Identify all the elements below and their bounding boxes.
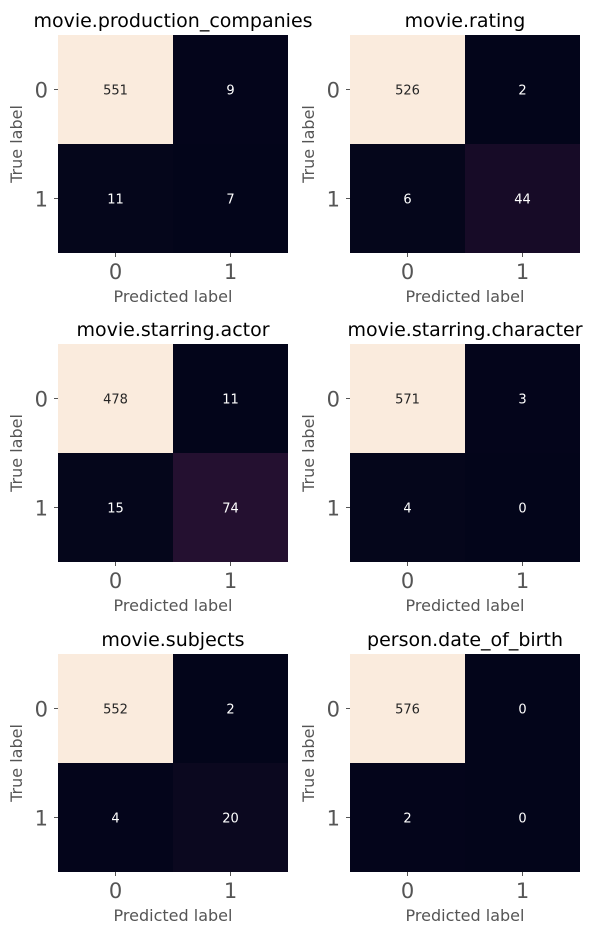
heatmap-cell — [58, 654, 173, 763]
cell-value: 9 — [226, 84, 234, 99]
heatmap-cell — [465, 144, 580, 253]
cell-value: 552 — [103, 703, 128, 718]
y-tick-label: 1 — [35, 188, 48, 212]
cell-value: 2 — [226, 703, 234, 718]
x-axis-label: Predicted label — [114, 287, 233, 306]
cell-value: 6 — [403, 193, 411, 208]
heatmap-cell — [58, 344, 173, 453]
y-tick-label: 1 — [327, 188, 340, 212]
y-tick-label: 0 — [35, 388, 48, 412]
x-tick-label: 0 — [109, 879, 122, 903]
y-axis-label: True label — [299, 724, 318, 803]
cell-value: 526 — [395, 84, 420, 99]
x-axis-label: Predicted label — [114, 906, 233, 925]
x-axis-label: Predicted label — [406, 596, 525, 615]
x-tick-label: 1 — [516, 879, 529, 903]
cell-value: 11 — [107, 193, 124, 208]
heatmap-cell — [350, 453, 465, 562]
cell-value: 0 — [518, 502, 526, 517]
confusion-matrix-panel-2: movie.rating 526 2 6 44 0 1 0 1 Predicted label Tr… — [299, 10, 580, 306]
cell-value: 20 — [222, 812, 239, 827]
heatmap-cell — [465, 35, 580, 144]
x-tick-label: 1 — [516, 569, 529, 593]
cell-value: 576 — [395, 703, 420, 718]
cell-value: 3 — [518, 393, 526, 408]
heatmap-cell — [58, 763, 173, 872]
panel-title: movie.starring.character — [347, 319, 582, 341]
x-tick-label: 1 — [224, 260, 237, 284]
heatmap-cell — [350, 144, 465, 253]
x-tick-label: 1 — [516, 260, 529, 284]
heatmap-cell — [173, 144, 288, 253]
panel-title: movie.rating — [405, 10, 526, 32]
cell-value: 74 — [222, 502, 239, 517]
cell-value: 2 — [403, 812, 411, 827]
x-tick-label: 0 — [401, 879, 414, 903]
confusion-matrix-panel-5: movie.subjects 552 2 4 20 0 1 0 1 Predicted label… — [7, 629, 288, 925]
cell-value: 44 — [514, 193, 531, 208]
heatmap-cell — [350, 35, 465, 144]
panel-title: person.date_of_birth — [367, 629, 563, 651]
y-tick-label: 0 — [35, 698, 48, 722]
y-tick-label: 1 — [327, 497, 340, 521]
y-tick-label: 1 — [35, 807, 48, 831]
heatmap-cell — [465, 763, 580, 872]
x-tick-label: 1 — [224, 879, 237, 903]
y-tick-label: 0 — [327, 698, 340, 722]
y-axis-label: True label — [7, 724, 26, 803]
x-tick-label: 0 — [109, 569, 122, 593]
heatmap-cell — [58, 35, 173, 144]
x-tick-label: 0 — [109, 260, 122, 284]
heatmap-cell — [465, 344, 580, 453]
cell-value: 551 — [103, 84, 128, 99]
cell-value: 7 — [226, 193, 234, 208]
x-tick-label: 0 — [401, 569, 414, 593]
heatmap-cell — [350, 654, 465, 763]
heatmap-cell — [173, 763, 288, 872]
panel-title: movie.starring.actor — [76, 319, 269, 341]
cell-value: 15 — [107, 502, 124, 517]
y-tick-label: 1 — [35, 497, 48, 521]
cell-value: 4 — [111, 812, 119, 827]
y-tick-label: 1 — [327, 807, 340, 831]
confusion-matrix-panel-6: person.date_of_birth 576 0 2 0 0 1 0 1 Predicted … — [299, 629, 580, 925]
cell-value: 4 — [403, 502, 411, 517]
confusion-matrix-panel-3: movie.starring.actor 478 11 15 74 0 1 0 1 Predict… — [7, 319, 288, 615]
y-axis-label: True label — [7, 414, 26, 493]
x-axis-label: Predicted label — [114, 596, 233, 615]
y-axis-label: True label — [299, 414, 318, 493]
heatmap-cell — [173, 35, 288, 144]
heatmap-cell — [173, 344, 288, 453]
heatmap-cell — [350, 763, 465, 872]
panel-title: movie.subjects — [101, 629, 244, 651]
x-axis-label: Predicted label — [406, 287, 525, 306]
y-axis-label: True label — [7, 105, 26, 184]
cell-value: 2 — [518, 84, 526, 99]
cell-value: 478 — [103, 393, 128, 408]
y-axis-label: True label — [299, 105, 318, 184]
heatmap-cell — [58, 144, 173, 253]
x-tick-label: 0 — [401, 260, 414, 284]
y-tick-label: 0 — [327, 388, 340, 412]
cell-value: 0 — [518, 703, 526, 718]
cell-value: 0 — [518, 812, 526, 827]
confusion-matrix-panel-4: movie.starring.character 571 3 4 0 0 1 0 1 Predic… — [299, 319, 583, 615]
heatmap-cell — [465, 654, 580, 763]
heatmap-cell — [173, 654, 288, 763]
cell-value: 571 — [395, 393, 420, 408]
y-tick-label: 0 — [327, 79, 340, 103]
x-tick-label: 1 — [224, 569, 237, 593]
y-tick-label: 0 — [35, 79, 48, 103]
panel-title: movie.production_companies — [33, 10, 312, 32]
heatmap-cell — [350, 344, 465, 453]
heatmap-cell — [465, 453, 580, 562]
x-axis-label: Predicted label — [406, 906, 525, 925]
confusion-matrix-panel-1: movie.production_companies 551 9 11 7 0 1 0 1 Pre… — [7, 10, 313, 306]
cell-value: 11 — [222, 393, 239, 408]
heatmap-cell — [173, 453, 288, 562]
heatmap-cell — [58, 453, 173, 562]
